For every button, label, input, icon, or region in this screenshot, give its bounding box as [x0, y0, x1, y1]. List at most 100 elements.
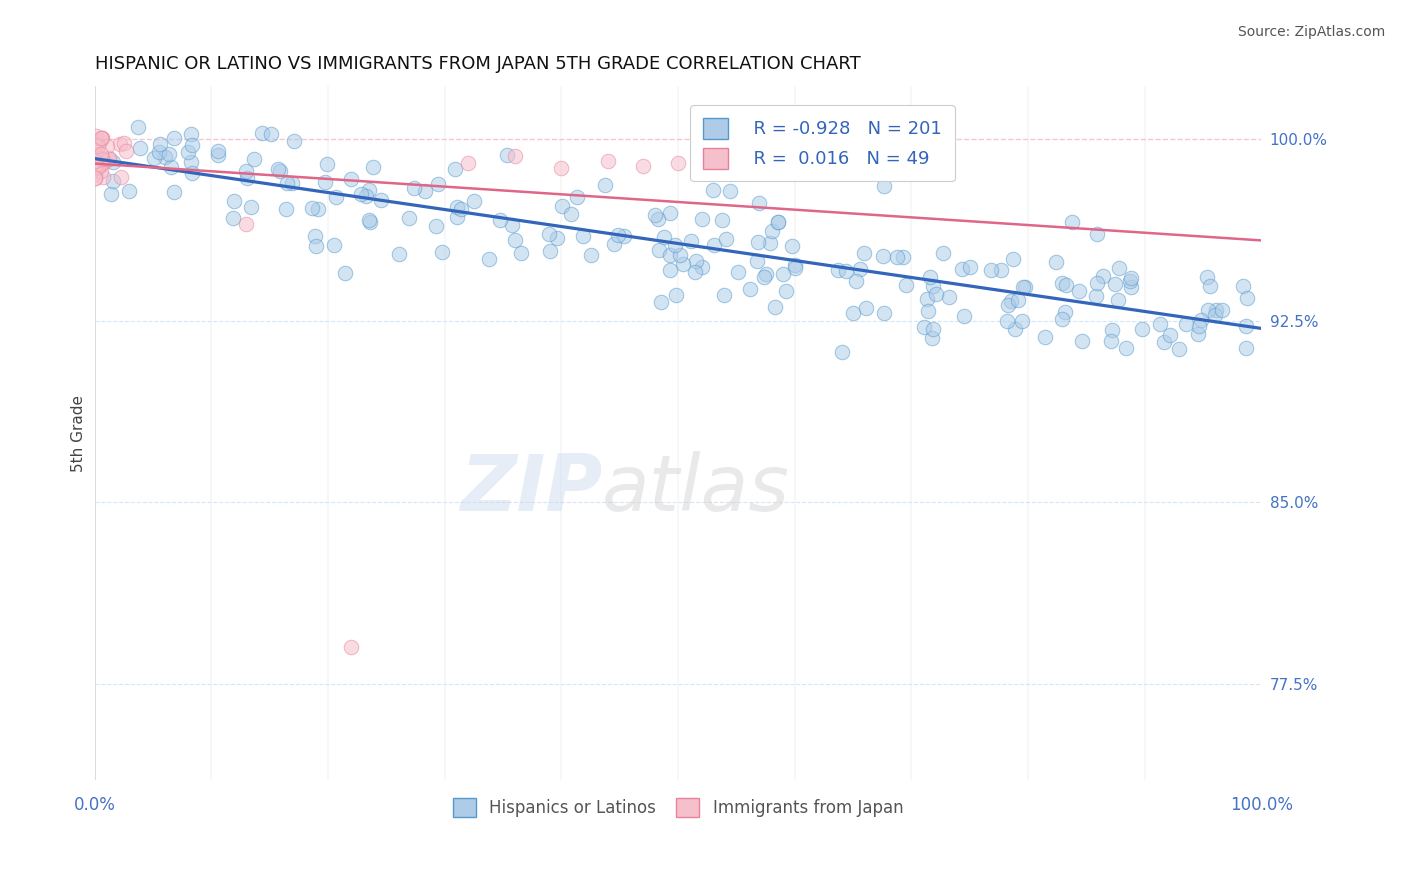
Point: [129, 140, 152, 154]
Point: [1108, 261, 1130, 276]
Point: [1119, 274, 1142, 288]
Point: [603, 236, 626, 251]
Point: [1107, 293, 1129, 307]
Point: [664, 238, 686, 252]
Point: [177, 145, 200, 160]
Point: [842, 306, 865, 320]
Point: [457, 156, 479, 170]
Point: [752, 270, 775, 285]
Point: [1012, 280, 1035, 294]
Point: [1197, 303, 1219, 318]
Point: [340, 171, 363, 186]
Point: [1050, 276, 1073, 290]
Point: [593, 178, 616, 192]
Point: [918, 269, 941, 284]
Y-axis label: 5th Grade: 5th Grade: [72, 394, 86, 472]
Point: [658, 263, 681, 277]
Point: [402, 181, 425, 195]
Point: [912, 320, 935, 334]
Point: [359, 215, 381, 229]
Point: [1195, 270, 1218, 285]
Point: [114, 136, 136, 151]
Point: [886, 250, 908, 264]
Point: [1187, 326, 1209, 341]
Point: [772, 267, 794, 281]
Point: [596, 153, 619, 168]
Point: [477, 252, 499, 267]
Point: [86, 151, 108, 165]
Point: [359, 213, 381, 227]
Point: [1045, 254, 1067, 268]
Point: [917, 304, 939, 318]
Point: [647, 211, 669, 226]
Point: [509, 246, 531, 260]
Point: [953, 309, 976, 323]
Point: [276, 176, 298, 190]
Point: [83, 167, 105, 181]
Point: [301, 202, 323, 216]
Point: [235, 217, 257, 231]
Point: [280, 176, 302, 190]
Point: [1101, 323, 1123, 337]
Point: [304, 229, 326, 244]
Point: [1052, 312, 1074, 326]
Point: [785, 260, 807, 275]
Point: [207, 147, 229, 161]
Point: [91, 169, 114, 184]
Point: [84, 171, 107, 186]
Point: [333, 266, 356, 280]
Point: [160, 160, 183, 174]
Point: [503, 149, 526, 163]
Text: HISPANIC OR LATINO VS IMMIGRANTS FROM JAPAN 5TH GRADE CORRELATION CHART: HISPANIC OR LATINO VS IMMIGRANTS FROM JA…: [94, 55, 860, 73]
Point: [990, 263, 1012, 277]
Point: [1204, 308, 1226, 322]
Point: [579, 248, 602, 262]
Text: ZIP: ZIP: [460, 450, 602, 526]
Point: [1054, 278, 1077, 293]
Point: [222, 211, 245, 226]
Point: [666, 156, 689, 170]
Point: [658, 205, 681, 219]
Point: [83, 142, 105, 156]
Point: [685, 253, 707, 268]
Point: [1033, 330, 1056, 344]
Point: [127, 120, 149, 134]
Point: [259, 127, 281, 141]
Point: [100, 187, 122, 202]
Point: [325, 189, 347, 203]
Point: [450, 202, 472, 216]
Point: [90, 146, 112, 161]
Point: [959, 260, 981, 274]
Point: [181, 137, 204, 152]
Point: [873, 178, 896, 193]
Point: [644, 208, 666, 222]
Point: [463, 194, 485, 208]
Point: [357, 183, 380, 197]
Point: [1000, 294, 1022, 309]
Point: [315, 157, 337, 171]
Point: [1153, 335, 1175, 350]
Point: [1014, 280, 1036, 294]
Point: [1099, 334, 1122, 348]
Point: [90, 152, 112, 166]
Point: [274, 202, 297, 216]
Point: [938, 290, 960, 304]
Point: [1119, 279, 1142, 293]
Point: [714, 232, 737, 246]
Point: [425, 219, 447, 233]
Point: [84, 161, 107, 175]
Point: [785, 258, 807, 272]
Point: [873, 306, 896, 320]
Point: [180, 155, 202, 169]
Point: [546, 231, 568, 245]
Point: [101, 174, 124, 188]
Point: [1130, 322, 1153, 336]
Point: [538, 244, 561, 259]
Point: [747, 235, 769, 249]
Point: [1115, 341, 1137, 355]
Point: [87, 160, 110, 174]
Point: [322, 237, 344, 252]
Point: [350, 187, 373, 202]
Point: [427, 177, 450, 191]
Point: [827, 262, 849, 277]
